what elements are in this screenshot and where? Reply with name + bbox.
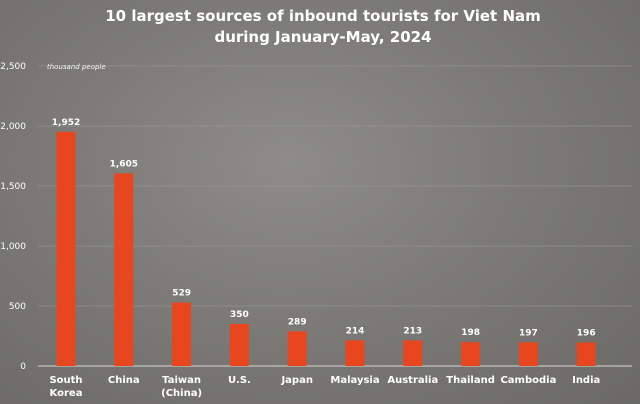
y-tick-label: 0 — [20, 362, 26, 372]
bar — [461, 342, 481, 366]
bars — [56, 131, 596, 366]
value-label: 196 — [577, 328, 596, 338]
y-tick-label: 2,500 — [0, 62, 26, 72]
y-tick-label: 2,000 — [0, 122, 26, 132]
category-label: Australia — [387, 375, 438, 386]
category-label: Malaysia — [330, 375, 379, 386]
value-label: 350 — [230, 310, 249, 320]
chart-title-line-2: during January-May, 2024 — [214, 28, 431, 46]
bar — [114, 173, 134, 366]
bar — [576, 342, 596, 366]
category-label: South — [49, 375, 82, 386]
bar — [172, 302, 192, 366]
value-label: 214 — [346, 326, 365, 336]
y-tick-label: 1,500 — [0, 182, 26, 192]
value-label: 197 — [519, 328, 538, 338]
value-label: 1,605 — [110, 159, 138, 169]
category-label: Taiwan — [162, 375, 201, 386]
bar — [518, 342, 538, 366]
category-labels: South Korea China Taiwan (China) U.S. Japan Mal… — [49, 375, 600, 399]
value-label: 529 — [172, 289, 191, 299]
category-label: Thailand — [446, 375, 495, 386]
y-tick-label: 500 — [9, 302, 26, 312]
value-label: 198 — [461, 328, 480, 338]
category-label: U.S. — [228, 375, 251, 386]
unit-label: thousand people — [47, 63, 106, 71]
bar — [345, 340, 365, 366]
y-tick-label: 1,000 — [0, 242, 26, 252]
category-label: India — [572, 375, 600, 386]
value-label: 289 — [288, 317, 307, 327]
chart-title-line-1: 10 largest sources of inbound tourists f… — [105, 7, 541, 25]
y-axis-ticks: 0 500 1,000 1,500 2,000 2,500 — [0, 62, 26, 372]
bar — [403, 340, 423, 366]
category-label: Japan — [280, 375, 313, 386]
value-labels: 1,952 1,605 529 350 289 214 213 198 197 196 — [52, 118, 596, 339]
category-label: Cambodia — [500, 375, 556, 386]
category-label: (China) — [161, 388, 202, 399]
bar — [56, 131, 76, 366]
category-label: Korea — [50, 388, 83, 399]
grid-lines — [38, 65, 632, 307]
value-label: 213 — [403, 326, 422, 336]
value-label: 1,952 — [52, 118, 80, 128]
bar — [287, 331, 307, 366]
bar — [229, 324, 249, 366]
category-label: China — [108, 375, 140, 386]
